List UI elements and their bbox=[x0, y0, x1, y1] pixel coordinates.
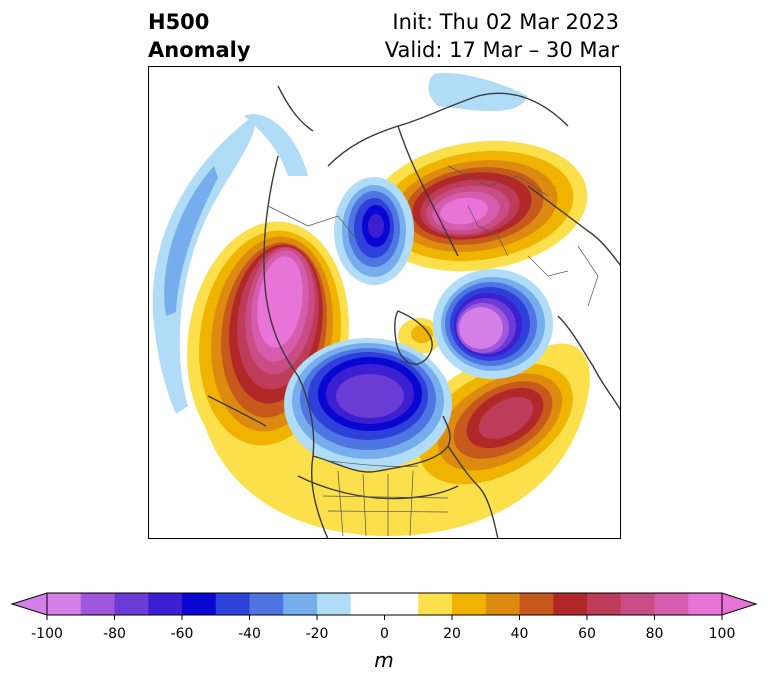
anomaly-field bbox=[152, 72, 590, 536]
colorbar-segment bbox=[350, 593, 385, 615]
colorbar-tick-label: -60 bbox=[170, 626, 194, 642]
colorbar-tick-label: 20 bbox=[443, 626, 461, 642]
colorbar-segment bbox=[249, 593, 284, 615]
colorbar-tick-label: 40 bbox=[510, 626, 529, 642]
colorbar-segment bbox=[47, 593, 82, 615]
anomaly-map bbox=[148, 66, 621, 539]
borders bbox=[267, 165, 599, 537]
colorbar-extend-low bbox=[10, 592, 48, 616]
map-frame bbox=[148, 66, 621, 539]
title-left: H500 Anomaly bbox=[148, 8, 251, 64]
central-arctic-negative-center bbox=[334, 177, 414, 285]
colorbar-segment bbox=[452, 593, 487, 615]
colorbar bbox=[10, 592, 758, 620]
greenland-positive-blob bbox=[398, 318, 442, 354]
colorbar-tick-label: 80 bbox=[645, 626, 664, 642]
pacific-negative-band bbox=[152, 114, 308, 414]
siberia-positive-lobe bbox=[368, 140, 588, 272]
arctic-negative-blob bbox=[428, 72, 528, 112]
colorbar-tick-label: -40 bbox=[238, 626, 261, 642]
colorbar-segment bbox=[620, 593, 655, 615]
colorbar-segment bbox=[553, 593, 588, 615]
valid-range: Valid: 17 Mar – 30 Mar bbox=[384, 38, 619, 62]
colorbar-segment bbox=[317, 593, 352, 615]
colorbar-segment bbox=[587, 593, 622, 615]
colorbar-segment bbox=[384, 593, 419, 615]
colorbar-segment bbox=[114, 593, 149, 615]
colorbar-segment bbox=[688, 593, 723, 615]
colorbar-unit-label: m bbox=[374, 648, 394, 672]
canada-negative-center bbox=[284, 338, 452, 470]
title-field: Anomaly bbox=[148, 38, 251, 62]
title-variable: H500 bbox=[148, 10, 210, 34]
colorbar-tick-label: -80 bbox=[103, 626, 126, 642]
colorbar-extend-high bbox=[721, 592, 758, 616]
init-date: Init: Thu 02 Mar 2023 bbox=[392, 10, 619, 34]
colorbar-segment bbox=[80, 593, 115, 615]
colorbar-segment bbox=[148, 593, 183, 615]
colorbar-segment bbox=[485, 593, 520, 615]
colorbar-segment bbox=[283, 593, 318, 615]
colorbar-segment bbox=[215, 593, 250, 615]
colorbar-tick-label: 0 bbox=[380, 626, 389, 642]
colorbar-tick-label: -100 bbox=[31, 626, 63, 642]
colorbar-segment bbox=[182, 593, 217, 615]
colorbar-segment bbox=[654, 593, 689, 615]
colorbar-tick-label: -20 bbox=[305, 626, 329, 642]
colorbar-segment bbox=[418, 593, 453, 615]
colorbar-tick-label: 60 bbox=[578, 626, 596, 642]
title-right: Init: Thu 02 Mar 2023 Valid: 17 Mar – 30… bbox=[385, 8, 619, 64]
colorbar-segment bbox=[519, 593, 554, 615]
colorbar-tick-label: 100 bbox=[708, 626, 736, 642]
atlantic-positive-lobe bbox=[401, 352, 585, 500]
north-atlantic-negative-center bbox=[433, 269, 553, 379]
coastlines bbox=[207, 85, 621, 539]
